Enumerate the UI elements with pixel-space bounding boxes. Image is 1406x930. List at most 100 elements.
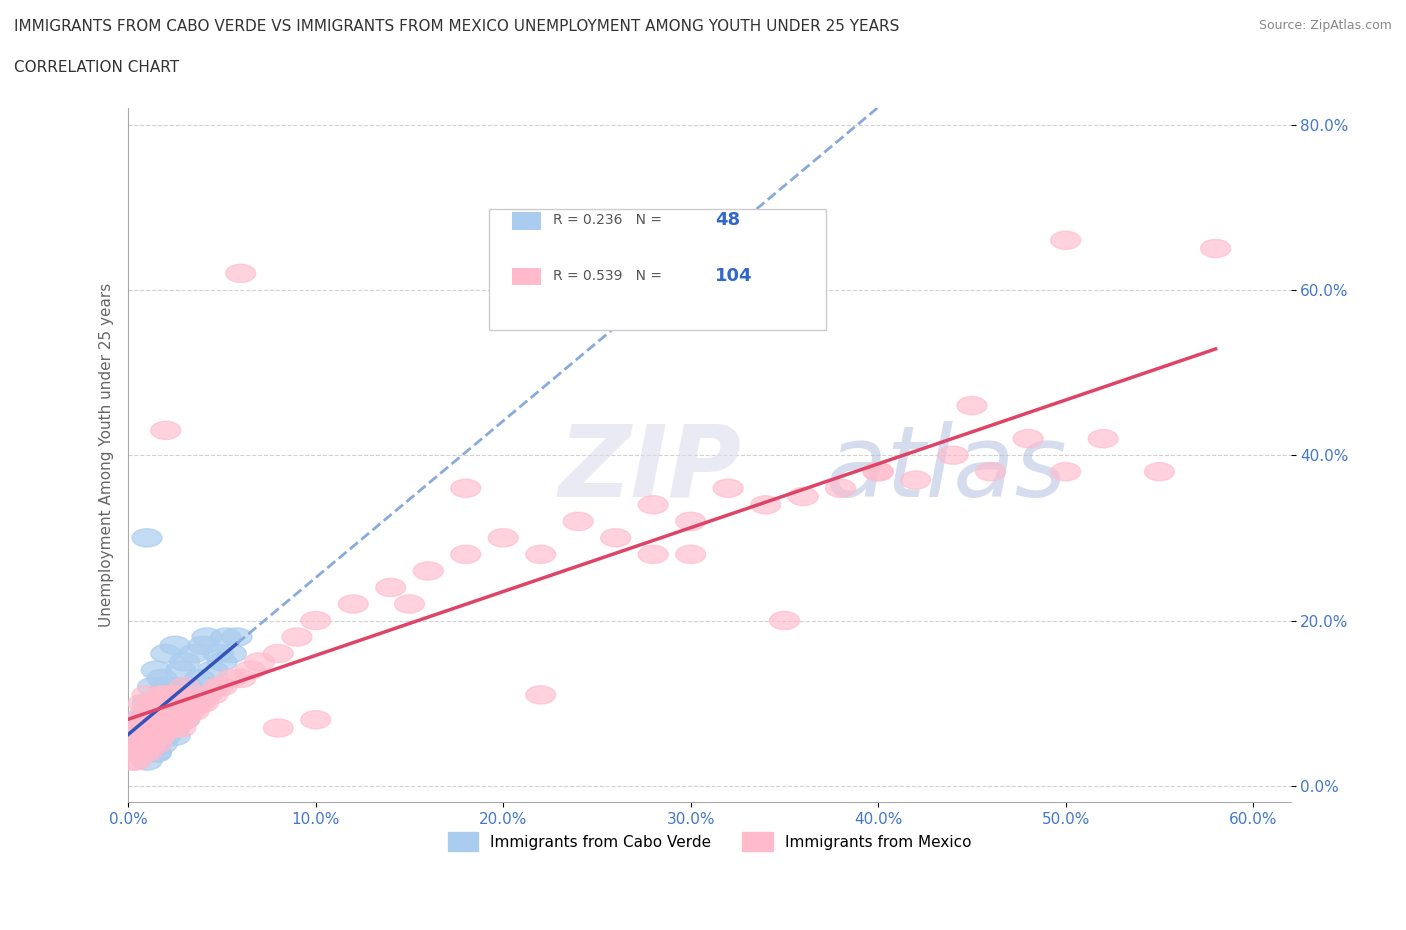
Ellipse shape xyxy=(193,628,222,646)
Ellipse shape xyxy=(751,496,780,514)
Text: R = 0.539   N =: R = 0.539 N = xyxy=(553,269,666,283)
Ellipse shape xyxy=(188,694,218,712)
Ellipse shape xyxy=(128,719,159,737)
Ellipse shape xyxy=(395,595,425,613)
Ellipse shape xyxy=(143,694,173,712)
Ellipse shape xyxy=(204,678,233,696)
Ellipse shape xyxy=(638,496,668,514)
Ellipse shape xyxy=(122,711,153,729)
Ellipse shape xyxy=(825,479,856,498)
Ellipse shape xyxy=(863,462,893,481)
Ellipse shape xyxy=(901,471,931,489)
Text: IMMIGRANTS FROM CABO VERDE VS IMMIGRANTS FROM MEXICO UNEMPLOYMENT AMONG YOUTH UN: IMMIGRANTS FROM CABO VERDE VS IMMIGRANTS… xyxy=(14,19,900,33)
Ellipse shape xyxy=(150,719,181,737)
Text: 48: 48 xyxy=(716,211,741,230)
Ellipse shape xyxy=(173,702,204,721)
Ellipse shape xyxy=(128,744,159,762)
Ellipse shape xyxy=(564,512,593,530)
Ellipse shape xyxy=(188,685,218,704)
Ellipse shape xyxy=(179,694,209,712)
Ellipse shape xyxy=(150,702,181,721)
Ellipse shape xyxy=(217,644,246,663)
Ellipse shape xyxy=(122,719,153,737)
Ellipse shape xyxy=(1144,462,1174,481)
Ellipse shape xyxy=(957,396,987,415)
Ellipse shape xyxy=(145,727,176,745)
Ellipse shape xyxy=(769,611,800,630)
Ellipse shape xyxy=(127,736,156,753)
Ellipse shape xyxy=(125,744,155,762)
Ellipse shape xyxy=(170,653,200,671)
Ellipse shape xyxy=(676,545,706,564)
Ellipse shape xyxy=(1050,462,1081,481)
Ellipse shape xyxy=(789,487,818,506)
Ellipse shape xyxy=(488,529,519,547)
Ellipse shape xyxy=(160,636,190,655)
Ellipse shape xyxy=(177,694,207,712)
Ellipse shape xyxy=(142,719,172,737)
Ellipse shape xyxy=(155,685,184,704)
Ellipse shape xyxy=(132,685,162,704)
Ellipse shape xyxy=(142,661,172,679)
FancyBboxPatch shape xyxy=(512,268,541,286)
Ellipse shape xyxy=(142,736,172,753)
Ellipse shape xyxy=(600,529,631,547)
Text: Source: ZipAtlas.com: Source: ZipAtlas.com xyxy=(1258,19,1392,32)
Ellipse shape xyxy=(128,719,159,737)
Ellipse shape xyxy=(128,694,159,712)
Ellipse shape xyxy=(132,752,162,770)
Ellipse shape xyxy=(170,711,200,729)
Ellipse shape xyxy=(226,264,256,283)
Ellipse shape xyxy=(193,678,222,696)
Ellipse shape xyxy=(139,727,170,745)
Ellipse shape xyxy=(188,636,218,655)
Ellipse shape xyxy=(150,421,181,440)
Ellipse shape xyxy=(263,719,294,737)
Ellipse shape xyxy=(149,719,179,737)
Ellipse shape xyxy=(160,711,190,729)
Ellipse shape xyxy=(179,644,209,663)
Ellipse shape xyxy=(148,719,177,737)
Ellipse shape xyxy=(166,702,195,721)
Legend: Immigrants from Cabo Verde, Immigrants from Mexico: Immigrants from Cabo Verde, Immigrants f… xyxy=(441,827,977,857)
Ellipse shape xyxy=(526,685,555,704)
Ellipse shape xyxy=(153,711,183,729)
Ellipse shape xyxy=(136,736,166,753)
Ellipse shape xyxy=(170,694,200,712)
Ellipse shape xyxy=(179,702,209,721)
Ellipse shape xyxy=(132,719,162,737)
Ellipse shape xyxy=(413,562,443,580)
Ellipse shape xyxy=(125,719,155,737)
Ellipse shape xyxy=(145,694,176,712)
Ellipse shape xyxy=(217,670,246,687)
Ellipse shape xyxy=(148,736,177,753)
Ellipse shape xyxy=(207,653,238,671)
Ellipse shape xyxy=(235,661,266,679)
Ellipse shape xyxy=(131,702,160,721)
Ellipse shape xyxy=(155,719,184,737)
Ellipse shape xyxy=(134,702,165,721)
Ellipse shape xyxy=(198,685,228,704)
Ellipse shape xyxy=(184,670,215,687)
Ellipse shape xyxy=(136,711,166,729)
Ellipse shape xyxy=(127,711,156,729)
Ellipse shape xyxy=(526,545,555,564)
Ellipse shape xyxy=(132,529,162,547)
Ellipse shape xyxy=(121,727,150,745)
Ellipse shape xyxy=(173,678,204,696)
Ellipse shape xyxy=(143,727,173,745)
Ellipse shape xyxy=(156,711,187,729)
Ellipse shape xyxy=(226,670,256,687)
Ellipse shape xyxy=(159,711,188,729)
Ellipse shape xyxy=(142,702,172,721)
Ellipse shape xyxy=(170,711,200,729)
Ellipse shape xyxy=(451,545,481,564)
Ellipse shape xyxy=(166,719,195,737)
Ellipse shape xyxy=(166,685,195,704)
Ellipse shape xyxy=(132,727,162,745)
Text: 104: 104 xyxy=(716,267,752,285)
Ellipse shape xyxy=(148,670,177,687)
Ellipse shape xyxy=(136,736,166,753)
Ellipse shape xyxy=(301,711,330,729)
Ellipse shape xyxy=(122,736,153,753)
